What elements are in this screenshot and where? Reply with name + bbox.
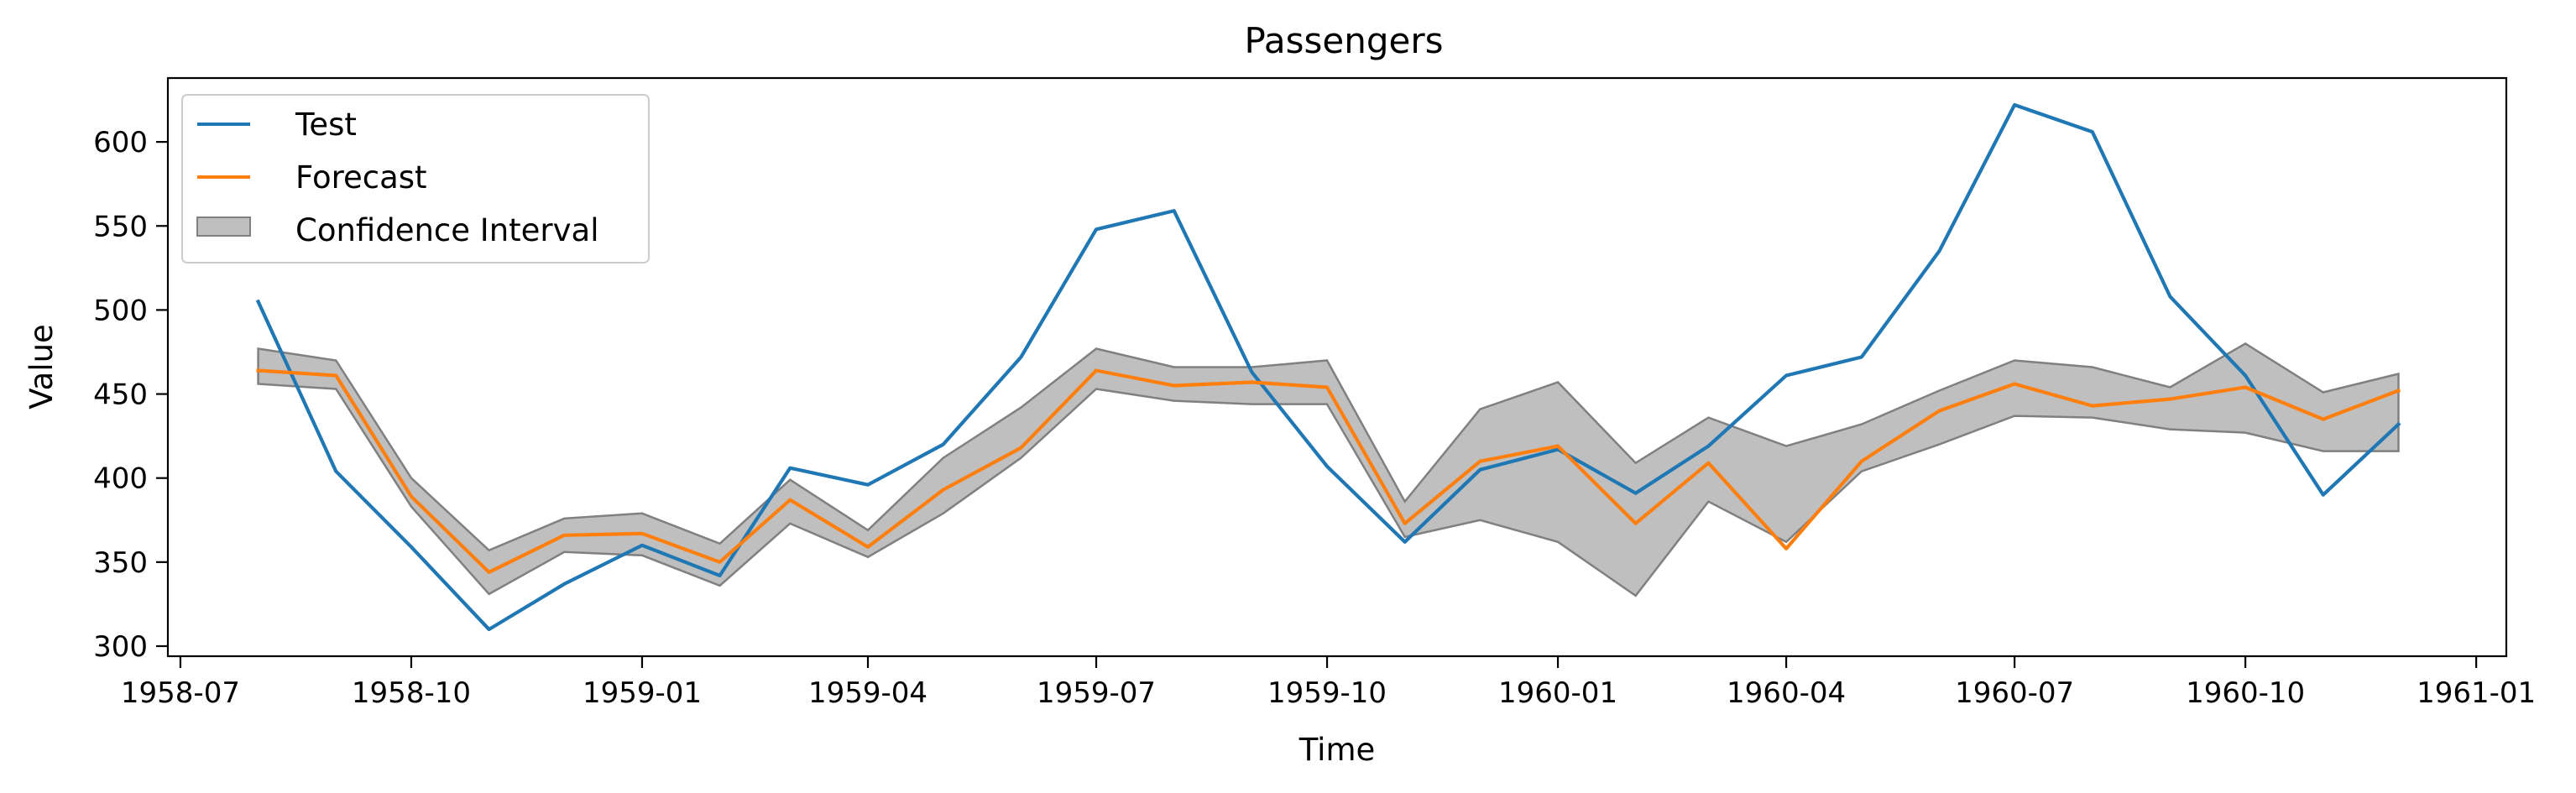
test-line (255, 102, 2401, 632)
legend-box (181, 94, 650, 263)
confidence-band-layer (257, 342, 2400, 597)
legend-label-forecast: Forecast (295, 159, 427, 196)
x-axis: 1958-07 1958-10 1959-01 1959-04 1959-07 1959-… (121, 656, 2536, 710)
x-tick-label: 1959-07 (1037, 676, 1156, 710)
x-tick-label: 1960-07 (1955, 676, 2074, 710)
plot-frame (166, 76, 2508, 658)
x-tick-label: 1960-01 (1498, 676, 1617, 710)
y-tick-label: 300 (93, 630, 148, 664)
x-tick-label: 1961-01 (2417, 676, 2536, 710)
y-tick-label: 600 (93, 126, 148, 159)
legend-swatch-confidence-interval (196, 217, 251, 237)
x-axis-label: Time (1298, 732, 1376, 768)
x-tick-label: 1960-04 (1727, 676, 1846, 710)
y-axis-label: Value (24, 324, 60, 410)
y-tick-label: 500 (93, 294, 148, 327)
legend: Test Forecast Confidence Interval (181, 94, 650, 263)
y-tick-label: 350 (93, 546, 148, 580)
legend-label-confidence-interval: Confidence Interval (295, 212, 599, 248)
x-tick-label: 1958-10 (352, 676, 471, 710)
x-tick-label: 1959-04 (808, 676, 927, 710)
chart-title: Passengers (1244, 20, 1443, 61)
y-tick-label: 400 (93, 462, 148, 496)
y-axis: 300 350 400 450 500 550 600 (93, 126, 168, 664)
y-tick-label: 550 (93, 210, 148, 243)
x-tick-label: 1960-10 (2186, 676, 2305, 710)
y-tick-label: 450 (93, 378, 148, 412)
confidence-interval-band (257, 342, 2400, 597)
plot-area (255, 102, 2401, 632)
forecast-line (256, 368, 2401, 575)
series-layer (255, 102, 2401, 632)
x-tick-label: 1959-01 (583, 676, 702, 710)
legend-label-test: Test (295, 107, 357, 143)
x-tick-label: 1958-07 (121, 676, 240, 710)
x-tick-label: 1959-10 (1267, 676, 1387, 710)
